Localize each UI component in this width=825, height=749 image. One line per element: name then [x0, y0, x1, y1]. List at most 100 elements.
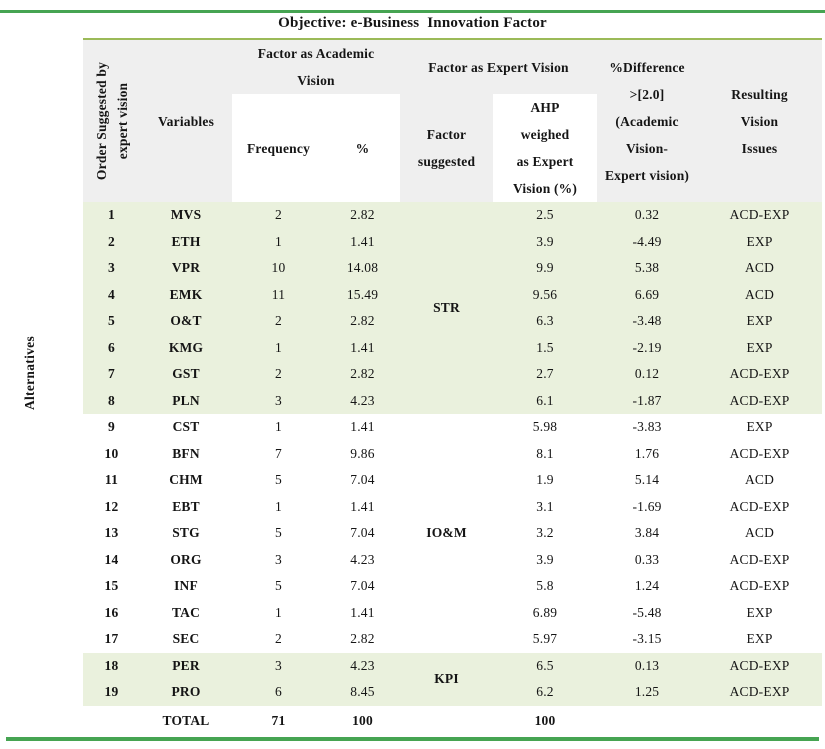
table-row: 1 MVS 2 2.82 STR 2.5 0.32 ACD-EXP [83, 202, 823, 414]
variable-cell: ETH [140, 228, 232, 255]
table-row: 15 INF 5 7.04 5.8 1.24 ACD-EXP [83, 573, 823, 600]
main-table: Order Suggested by expert vision Variabl… [83, 38, 823, 736]
ahp-cell: 3.9 [493, 546, 598, 573]
frequency-cell: 2 [232, 308, 325, 335]
table-row: 19 PRO 6 8.45 6.2 1.25 ACD-EXP [83, 679, 823, 706]
issue-cell: ACD-EXP [697, 202, 823, 229]
order-cell: 9 [83, 414, 140, 441]
ahp-cell: 6.89 [493, 599, 598, 626]
frequency-cell: 1 [232, 414, 325, 441]
factor-group-cell: STR [400, 202, 494, 414]
difference-cell: 6.69 [597, 281, 698, 308]
percent-header: % [325, 94, 401, 202]
order-cell: 19 [83, 679, 140, 706]
percent-cell: 8.45 [325, 679, 401, 706]
factor-group-cell: KPI [400, 652, 494, 706]
issue-cell: ACD [697, 467, 823, 494]
ahp-cell: 1.5 [493, 334, 598, 361]
difference-cell: 0.33 [597, 546, 698, 573]
difference-cell: -3.48 [597, 308, 698, 335]
issue-cell: EXP [697, 334, 823, 361]
variables-header: Variables [140, 39, 232, 202]
table-header: Order Suggested by expert vision Variabl… [83, 39, 823, 202]
issue-cell: ACD-EXP [697, 679, 823, 706]
difference-cell: -5.48 [597, 599, 698, 626]
factor-suggested-header: Factor suggested [400, 94, 494, 202]
issue-cell: ACD [697, 281, 823, 308]
ahp-cell: 8.1 [493, 440, 598, 467]
order-cell: 8 [83, 387, 140, 414]
ahp-cell: 2.5 [493, 202, 598, 229]
order-cell: 6 [83, 334, 140, 361]
frequency-cell: 3 [232, 546, 325, 573]
table-row: 16 TAC 1 1.41 6.89 -5.48 EXP [83, 599, 823, 626]
total-difference-cell-empty [597, 705, 698, 736]
frequency-cell: 5 [232, 467, 325, 494]
factor-cell-empty [400, 705, 494, 736]
order-cell: 17 [83, 626, 140, 653]
table-row: 12 EBT 1 1.41 3.1 -1.69 ACD-EXP [83, 493, 823, 520]
percent-cell: 2.82 [325, 308, 401, 335]
frequency-header: Frequency [232, 94, 325, 202]
table-row: 9 CST 1 1.41 IO&M 5.98 -3.83 EXP [83, 414, 823, 653]
order-cell: 10 [83, 440, 140, 467]
table-body: 1 MVS 2 2.82 STR 2.5 0.32 ACD-EXP 2 ETH … [83, 202, 823, 736]
variable-cell: EBT [140, 493, 232, 520]
order-cell: 14 [83, 546, 140, 573]
order-cell: 7 [83, 361, 140, 388]
order-cell: 2 [83, 228, 140, 255]
order-cell: 12 [83, 493, 140, 520]
variable-cell: CHM [140, 467, 232, 494]
percent-cell: 2.82 [325, 361, 401, 388]
difference-header: %Difference >[2.0] (Academic Vision- Exp… [597, 39, 698, 202]
issue-cell: EXP [697, 228, 823, 255]
variable-cell: GST [140, 361, 232, 388]
table-row: 18 PER 3 4.23 KPI 6.5 0.13 ACD-EXP [83, 652, 823, 706]
table-row: 7 GST 2 2.82 2.7 0.12 ACD-EXP [83, 361, 823, 388]
difference-cell: 5.38 [597, 255, 698, 282]
frequency-cell: 1 [232, 599, 325, 626]
variable-cell: STG [140, 520, 232, 547]
variable-cell: PRO [140, 679, 232, 706]
variable-cell: VPR [140, 255, 232, 282]
percent-cell: 1.41 [325, 599, 401, 626]
difference-cell: -1.69 [597, 493, 698, 520]
ahp-cell: 3.2 [493, 520, 598, 547]
order-cell: 18 [83, 652, 140, 679]
variable-cell: EMK [140, 281, 232, 308]
frequency-cell: 1 [232, 493, 325, 520]
factor-group-cell: IO&M [400, 414, 494, 653]
percent-cell: 1.41 [325, 414, 401, 441]
difference-cell: -2.19 [597, 334, 698, 361]
total-ahp-cell: 100 [493, 705, 598, 736]
percent-cell: 14.08 [325, 255, 401, 282]
percent-cell: 15.49 [325, 281, 401, 308]
order-cell: 11 [83, 467, 140, 494]
table-row: 11 CHM 5 7.04 1.9 5.14 ACD [83, 467, 823, 494]
ahp-cell: 6.3 [493, 308, 598, 335]
percent-cell: 7.04 [325, 520, 401, 547]
frequency-cell: 2 [232, 626, 325, 653]
issue-cell: ACD [697, 520, 823, 547]
percent-cell: 2.82 [325, 626, 401, 653]
variable-cell: INF [140, 573, 232, 600]
ahp-cell: 6.2 [493, 679, 598, 706]
order-cell-empty [83, 705, 140, 736]
issue-cell: ACD-EXP [697, 652, 823, 679]
ahp-cell: 5.97 [493, 626, 598, 653]
variable-cell: SEC [140, 626, 232, 653]
percent-cell: 4.23 [325, 546, 401, 573]
percent-cell: 4.23 [325, 387, 401, 414]
difference-cell: 0.12 [597, 361, 698, 388]
order-cell: 13 [83, 520, 140, 547]
variable-cell: PER [140, 652, 232, 679]
ahp-cell: 1.9 [493, 467, 598, 494]
ahp-cell: 2.7 [493, 361, 598, 388]
percent-cell: 1.41 [325, 228, 401, 255]
difference-cell: 0.13 [597, 652, 698, 679]
header-row-sub: Frequency % Factor suggested AHP weighed… [83, 94, 822, 202]
ahp-cell: 3.1 [493, 493, 598, 520]
alternatives-axis-label: Alternatives [22, 335, 37, 411]
table-row: 2 ETH 1 1.41 3.9 -4.49 EXP [83, 228, 823, 255]
order-cell: 3 [83, 255, 140, 282]
